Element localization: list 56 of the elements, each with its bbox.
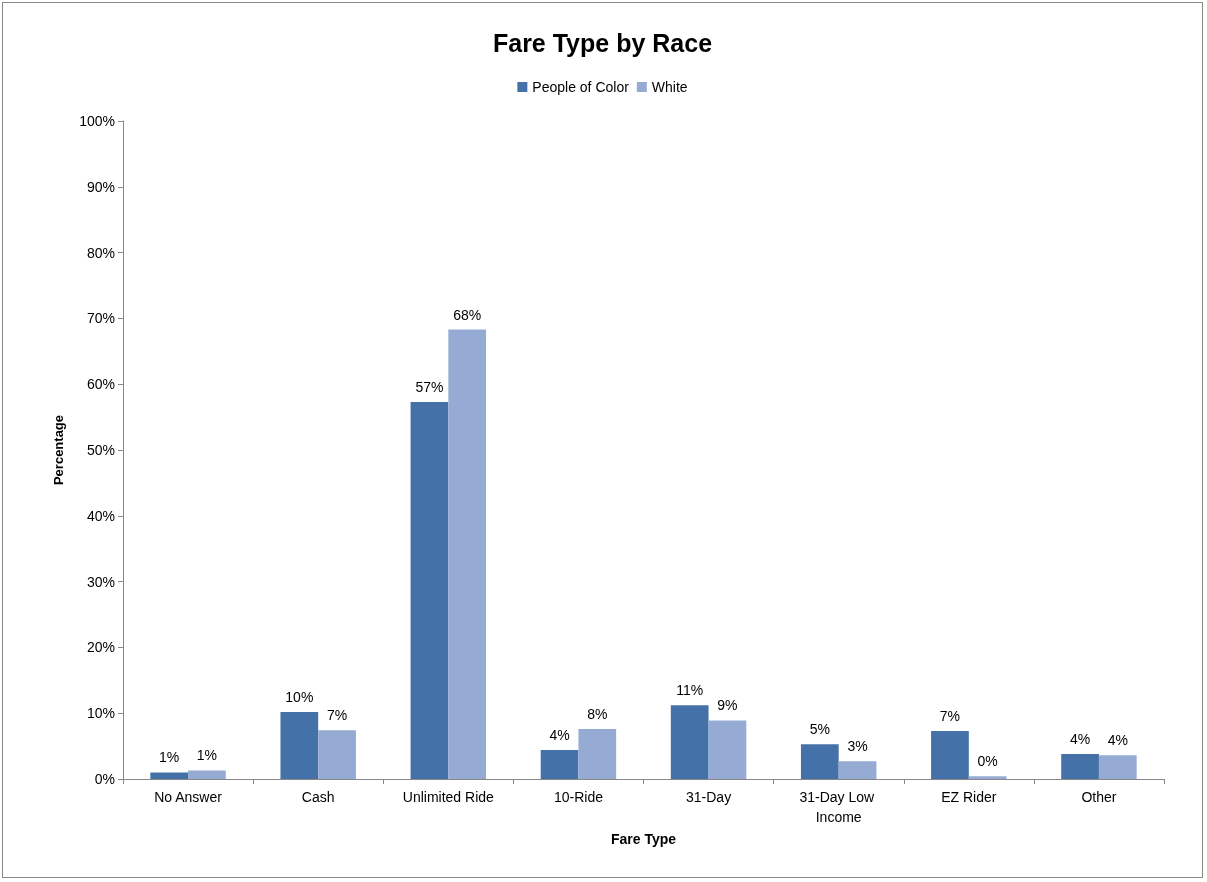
x-axis-title: Fare Type — [610, 830, 677, 847]
y-axis-title: Percentage — [51, 414, 66, 486]
data-label: 4% — [549, 727, 570, 744]
y-tick-label: 20% — [86, 639, 115, 656]
data-label: 0% — [977, 753, 998, 770]
data-label: 9% — [717, 697, 738, 714]
bar — [1061, 754, 1099, 779]
bar — [670, 705, 709, 779]
bar — [931, 730, 969, 779]
y-tick-label: 80% — [86, 244, 115, 261]
bar — [540, 750, 579, 779]
x-tick-label: Unlimited Ride — [402, 789, 495, 805]
bar — [448, 329, 487, 779]
data-label: 57% — [415, 378, 444, 395]
bar — [578, 728, 617, 779]
x-tick-label: 31-Day Low Income — [799, 789, 878, 825]
y-tick-label: 0% — [94, 771, 115, 787]
x-tick-label: 10-Ride — [553, 789, 604, 805]
y-tick-label: 40% — [86, 507, 115, 524]
legend-label: White — [651, 79, 688, 95]
y-tick-label: 10% — [86, 705, 115, 722]
x-tick-label: Other — [1081, 789, 1117, 805]
chart-title: Fare Type by Race — [492, 28, 713, 57]
x-tick-label: EZ Rider — [941, 789, 997, 805]
data-label: 7% — [939, 707, 961, 724]
bar — [800, 744, 839, 779]
bar — [318, 730, 356, 779]
y-tick-label: 60% — [86, 376, 115, 393]
data-label: 8% — [587, 705, 608, 722]
data-label: 1% — [196, 747, 218, 764]
data-label: 4% — [1107, 732, 1128, 749]
y-tick-label: 100% — [79, 113, 115, 129]
data-label: 3% — [847, 738, 868, 755]
data-label: 5% — [809, 721, 830, 738]
bar — [280, 711, 319, 779]
y-tick-label: 70% — [86, 310, 115, 327]
legend-label: People of Color — [532, 79, 630, 95]
bar — [708, 720, 747, 779]
data-label: 1% — [159, 749, 180, 766]
bar — [188, 770, 226, 779]
bar — [838, 761, 877, 779]
bar — [150, 772, 189, 779]
x-tick-label: No Answer — [154, 789, 223, 805]
data-label: 4% — [1069, 731, 1091, 747]
bar — [968, 776, 1007, 779]
y-tick-label: 50% — [86, 442, 115, 458]
data-label: 68% — [453, 306, 482, 323]
data-label: 11% — [676, 682, 704, 699]
x-tick-label: 31-Day — [685, 789, 732, 805]
bar — [410, 401, 449, 779]
y-tick-label: 90% — [86, 178, 115, 195]
bar — [1098, 755, 1137, 779]
data-label: 10% — [285, 688, 314, 705]
y-tick-label: 30% — [86, 573, 115, 590]
data-label: 7% — [326, 707, 348, 724]
x-tick-label: Cash — [301, 789, 335, 805]
